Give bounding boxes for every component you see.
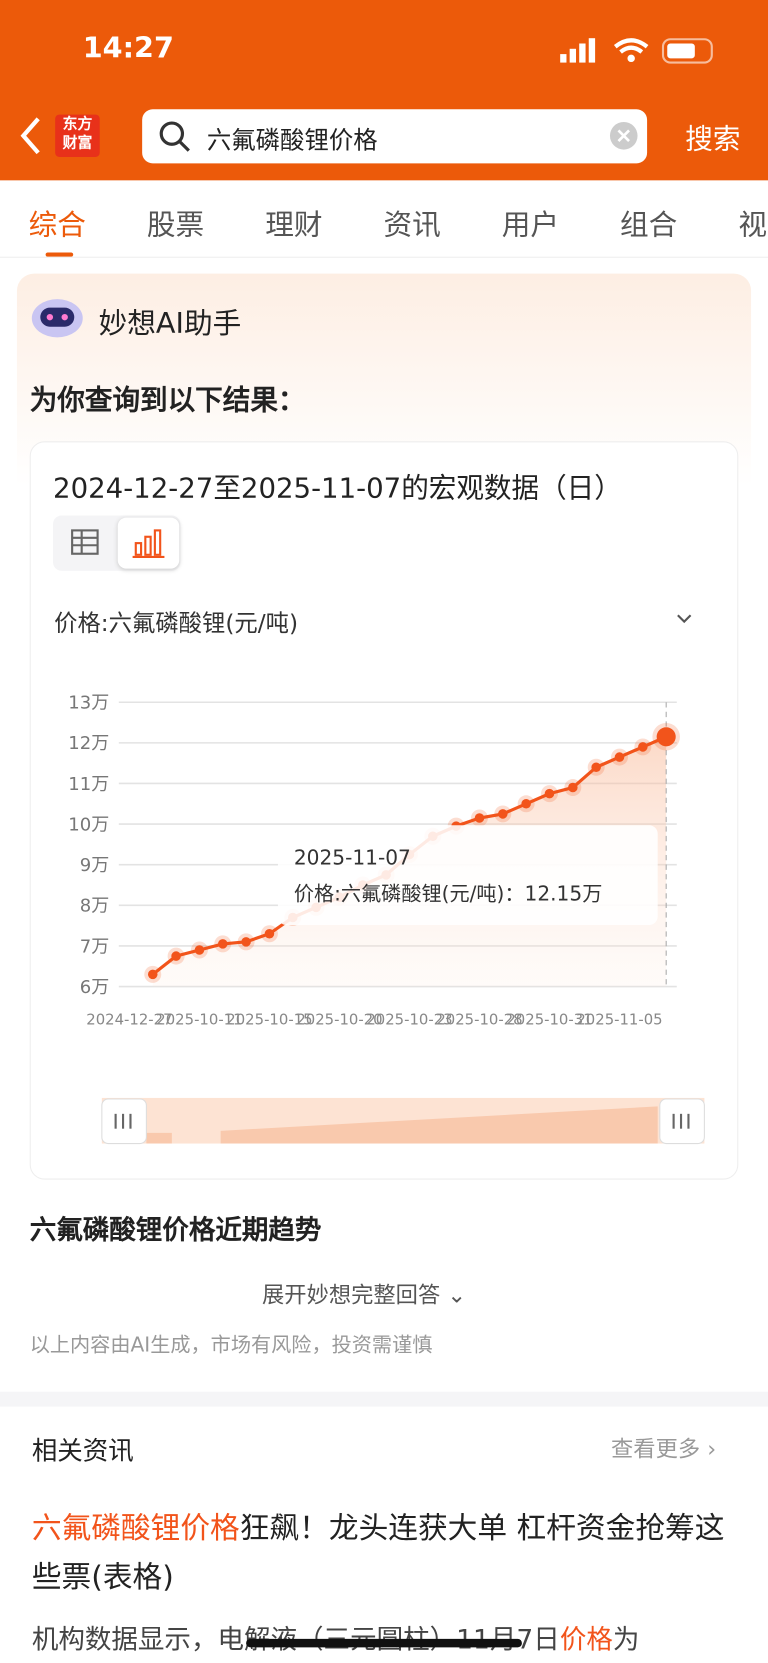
tooltip-date: 2025-11-07: [294, 846, 411, 870]
x-tick-label: 2024-12-27: [86, 1011, 172, 1029]
x-tick-label: 2025-10-20: [296, 1011, 382, 1029]
search-box[interactable]: [142, 109, 648, 164]
tab[interactable]: 资讯: [383, 208, 441, 242]
expand-text: 展开妙想完整回答: [262, 1282, 441, 1308]
point: [498, 809, 508, 819]
point: [521, 799, 531, 809]
chart-icon: [132, 529, 165, 558]
x-tick-label: 2025-10-23: [366, 1011, 452, 1029]
point: [474, 813, 485, 823]
y-tick-label: 6万: [80, 977, 109, 998]
point: [264, 928, 275, 939]
x-tick-label: 2025-11-05: [576, 1011, 662, 1029]
news-snippet: 机构数据显示，电解液（三元圆柱）11月7日价格为: [32, 1619, 640, 1657]
y-tick-label: 10万: [68, 814, 109, 835]
news-title[interactable]: 六氟磷酸锂价格狂飙！龙头连获大单 杠杆资金抢筹这些票(表格): [32, 1504, 732, 1602]
back-button[interactable]: [17, 115, 49, 157]
table-view-button[interactable]: [70, 528, 102, 558]
news-header: 相关资讯: [31, 1436, 134, 1467]
y-tick-label: 7万: [80, 936, 109, 957]
point: [656, 727, 676, 747]
chevron: [677, 614, 692, 624]
ai-avatar: [31, 299, 83, 338]
tooltip-text: 价格:六氟磷酸锂(元/吨)：12.15万: [294, 882, 603, 906]
point: [217, 939, 228, 949]
expand-button[interactable]: 展开妙想完整回答 ⌄: [262, 1282, 466, 1308]
x-tick-label: 2025-10-28: [436, 1011, 522, 1029]
divider: [0, 1391, 768, 1407]
highlight: 六氟磷酸锂价格: [31, 1510, 240, 1546]
highlight: 价格: [559, 1624, 613, 1655]
point: [591, 762, 601, 773]
x-tick-label: 2025-10-15: [226, 1011, 312, 1029]
tab[interactable]: 股票: [146, 208, 205, 242]
logo-text: 东方: [62, 115, 93, 133]
chart-view-button[interactable]: [117, 517, 180, 569]
point: [147, 969, 158, 980]
slider-preview: [146, 1106, 658, 1144]
point: [544, 788, 555, 799]
search-icon: [159, 121, 190, 152]
x-tick-label: 2025-10-11: [156, 1011, 242, 1029]
point: [241, 937, 251, 947]
home-indicator: [246, 1638, 522, 1648]
logo-text: 财富: [62, 134, 93, 152]
logo[interactable]: 东方 财富: [55, 114, 100, 157]
time: 14:27: [82, 31, 174, 65]
ai-name: 妙想AI助手: [98, 307, 242, 341]
tooltip: [277, 825, 658, 926]
divider: [0, 256, 768, 258]
chart: 6万 7万 8万 9万 10万 11万 12万 13万 2024-12-272025-10-11…: [68, 693, 705, 1145]
tab[interactable]: 综合: [28, 208, 86, 242]
tooltip-value: 12.15万: [525, 882, 603, 906]
point: [638, 742, 648, 752]
clear-button[interactable]: [609, 121, 639, 151]
point: [171, 951, 181, 961]
search-query: 六氟磷酸锂价格: [206, 127, 378, 155]
point: [614, 752, 625, 762]
y-tick-label: 12万: [68, 733, 109, 754]
more-link[interactable]: 查看更多 ›: [611, 1436, 717, 1462]
y-tick-label: 8万: [80, 896, 109, 917]
section-title: 六氟磷酸锂价格近期趋势: [29, 1214, 322, 1246]
tab[interactable]: 视: [738, 208, 767, 242]
snippet-text: 为: [612, 1624, 640, 1655]
card-title: 2024-12-27至2025-11-07的宏观数据（日）: [53, 473, 622, 505]
y-tick-label: 11万: [68, 774, 109, 795]
tab[interactable]: 理财: [265, 208, 323, 242]
tab-underline: [45, 252, 74, 257]
x-tick-label: 2025-10-31: [506, 1011, 592, 1029]
disclaimer: 以上内容由AI生成，市场有风险，投资需谨慎: [29, 1333, 433, 1357]
point: [568, 782, 578, 793]
status-icons: [560, 38, 713, 64]
tooltip-label: 价格:六氟磷酸锂(元/吨)：: [294, 882, 525, 906]
search-button[interactable]: 搜索: [685, 124, 741, 156]
series-selector[interactable]: 价格:六氟磷酸锂(元/吨): [54, 611, 299, 638]
tab[interactable]: 组合: [620, 208, 678, 242]
y-tick-label: 13万: [68, 693, 109, 714]
point: [194, 945, 205, 955]
more-text: 查看更多: [611, 1436, 701, 1462]
y-tick-label: 9万: [80, 855, 109, 876]
tab[interactable]: 用户: [501, 208, 560, 242]
ai-intro: 为你查询到以下结果：: [29, 385, 306, 417]
title-text: 狂飙！龙头连获大单 杠杆资金抢筹这些票(表格): [31, 1510, 725, 1595]
